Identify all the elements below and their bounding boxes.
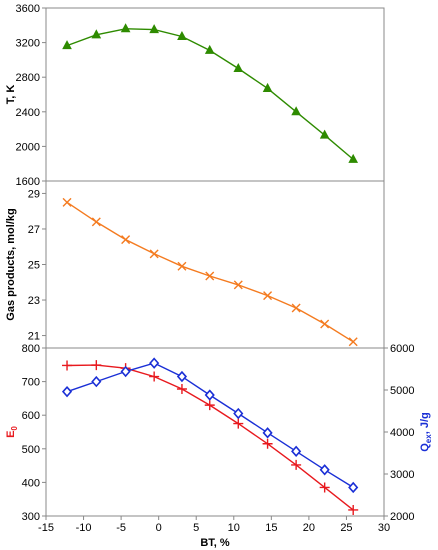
data-point — [120, 365, 131, 378]
data-point — [91, 375, 102, 388]
y-tick-label: 2400 — [16, 107, 40, 119]
data-point — [319, 129, 330, 139]
y-tick-label: 23 — [28, 295, 40, 307]
x-tick-label: 5 — [193, 522, 199, 534]
data-point — [91, 29, 102, 39]
y-tick-label: 1600 — [16, 176, 40, 188]
data-point — [319, 464, 330, 476]
x-tick-label: 20 — [303, 522, 315, 534]
y-tick-label: 700 — [22, 377, 40, 389]
y-tick-label: 500 — [22, 444, 40, 456]
data-point — [262, 82, 273, 92]
data-point — [262, 427, 273, 439]
data-point — [348, 504, 359, 515]
y-tick-label: 3600 — [16, 3, 40, 15]
plot-frame — [45, 347, 385, 517]
data-point — [233, 280, 243, 290]
y-axis-title-right-suffix: , J/g — [419, 412, 431, 434]
panel-1: 1600 2000 2400 2800 3200 3600 T, K — [5, 3, 385, 188]
y-right-tick-label: 6000 — [390, 343, 414, 355]
series-line — [66, 362, 354, 488]
y-tick-label: 27 — [28, 224, 40, 236]
data-point — [149, 249, 159, 259]
x-tick-label: 15 — [265, 522, 277, 534]
data-point — [233, 407, 244, 420]
data-point — [348, 337, 358, 347]
data-point — [348, 153, 359, 163]
y-tick-label: 300 — [22, 511, 40, 523]
data-point — [291, 459, 302, 470]
data-point — [319, 482, 330, 493]
data-point — [320, 319, 330, 329]
data-point — [62, 40, 72, 50]
data-point — [204, 44, 215, 54]
data-point — [204, 400, 215, 411]
y-axis-title-right: Qex, J/g — [419, 412, 433, 451]
x-axis-title: BT, % — [200, 537, 230, 549]
y-tick-label: 400 — [22, 477, 40, 489]
y-axis-title-right-sub: ex — [424, 434, 433, 443]
series-line — [66, 201, 354, 343]
data-point — [61, 385, 73, 398]
y-tick-label: 2000 — [16, 141, 40, 153]
x-tick-label: 30 — [378, 522, 390, 534]
x-tick-label: -10 — [76, 522, 92, 534]
data-point — [149, 371, 160, 382]
y-tick-label: 21 — [28, 331, 40, 343]
data-point — [262, 438, 273, 449]
data-point — [121, 235, 131, 245]
y-right-tick-label: 5000 — [390, 385, 414, 397]
x-tick-label: -15 — [38, 522, 54, 534]
x-tick-label: 25 — [340, 522, 352, 534]
data-point — [91, 217, 101, 227]
panel-2: 21 23 25 27 29 Gas products, mol/kg — [5, 180, 385, 349]
y-right-tick-label: 3000 — [390, 469, 414, 481]
y-axis-title-right-main: Q — [419, 443, 431, 452]
data-point — [176, 370, 188, 383]
data-point — [233, 62, 244, 73]
y-axis-title-sub: 0 — [10, 426, 19, 431]
data-point — [62, 360, 73, 371]
y-tick-label: 800 — [22, 343, 40, 355]
data-point — [291, 106, 301, 116]
data-point — [291, 445, 302, 458]
data-point — [91, 360, 102, 371]
data-point — [177, 30, 187, 41]
y-tick-label: 3200 — [16, 38, 40, 50]
x-tick-label: -5 — [116, 522, 126, 534]
data-point — [233, 418, 244, 429]
data-point — [149, 24, 159, 34]
y-right-tick-label: 2000 — [390, 511, 414, 523]
data-point — [263, 291, 273, 301]
data-point — [149, 357, 160, 369]
data-point — [176, 383, 187, 394]
y-tick-label: 600 — [22, 410, 40, 422]
data-point — [62, 197, 72, 207]
y-tick-label: 25 — [28, 260, 40, 272]
data-point — [204, 389, 215, 401]
y-right-tick-label: 4000 — [390, 427, 414, 439]
x-tick-label: 10 — [228, 522, 240, 534]
y-axis-title-left: E0 — [5, 426, 19, 438]
y-tick-label: 29 — [28, 188, 40, 200]
data-point — [291, 303, 301, 313]
x-tick-label: 0 — [156, 522, 162, 534]
y-axis-title: T, K — [5, 85, 17, 105]
data-point — [177, 261, 187, 271]
data-point — [120, 23, 131, 33]
data-point — [348, 481, 359, 494]
y-tick-label: 2800 — [16, 72, 40, 84]
plot-frame — [45, 180, 385, 349]
series-line — [66, 364, 354, 511]
data-point — [205, 271, 215, 281]
panel-3: 300 400 500 600 700 800 E0 2000 3000 4000 5000 6000… — [5, 343, 433, 523]
y-axis-title-main: E — [5, 431, 17, 438]
y-axis-title: Gas products, mol/kg — [5, 208, 17, 320]
